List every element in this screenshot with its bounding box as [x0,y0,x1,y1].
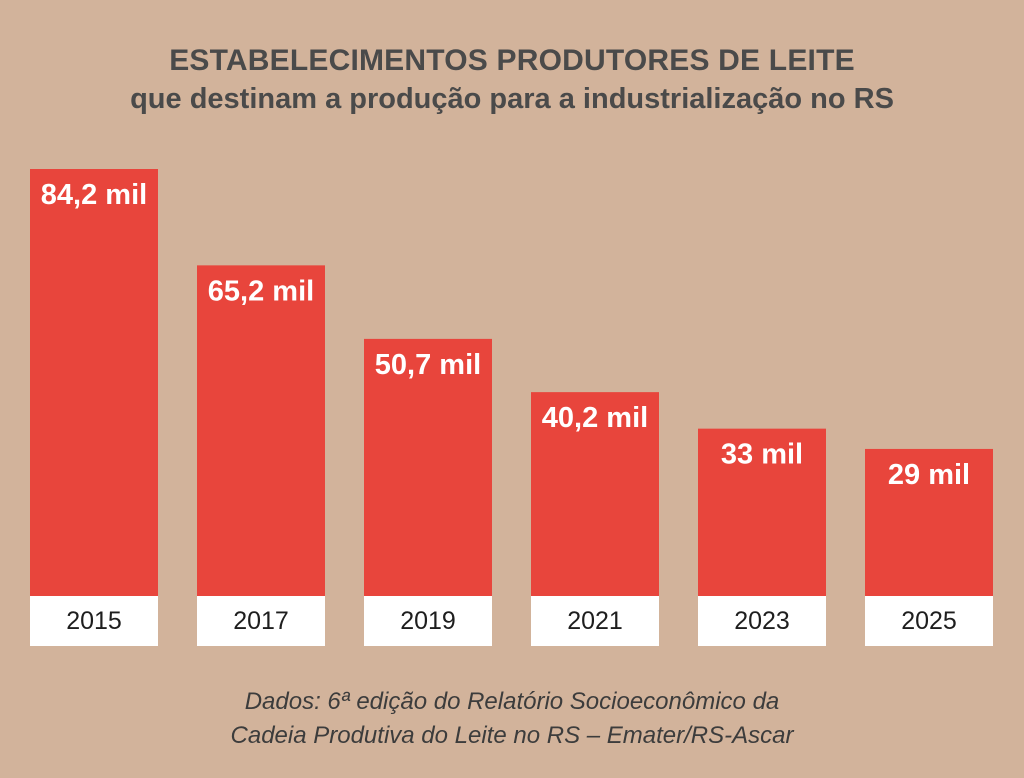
data-label-2025: 29 mil [888,459,970,491]
data-label-2017: 65,2 mil [208,275,314,307]
bar-2021 [531,392,659,596]
chart-title: ESTABELECIMENTOS PRODUTORES DE LEITE [169,44,855,77]
tick-label-2025: 2025 [901,607,957,635]
tick-box-2017 [197,596,325,646]
data-label-2023: 33 mil [721,439,803,471]
data-label-2015: 84,2 mil [41,179,147,211]
tick-label-2021: 2021 [567,607,623,635]
tick-box-2025 [865,596,993,646]
bar-2025 [865,448,993,596]
tick-label-2017: 2017 [233,607,289,635]
tick-label-2023: 2023 [734,607,790,635]
source-note-line1: Dados: 6ª edição do Relatório Socioeconô… [244,688,780,715]
tick-box-2021 [531,596,659,646]
tick-box-2019 [364,596,492,646]
tick-label-2015: 2015 [66,607,122,635]
data-label-2019: 50,7 mil [375,349,481,381]
chart-subtitle: que destinam a produção para a industria… [130,83,894,115]
bar-2023 [698,428,826,596]
tick-box-2015 [30,596,158,646]
data-label-2021: 40,2 mil [542,402,648,434]
bar-2019 [364,338,492,596]
source-note-line2: Cadeia Produtiva do Leite no RS – Emater… [230,722,794,749]
bar-2017 [197,265,325,596]
tick-box-2023 [698,596,826,646]
tick-label-2019: 2019 [400,607,456,635]
bar-2015 [30,169,158,596]
